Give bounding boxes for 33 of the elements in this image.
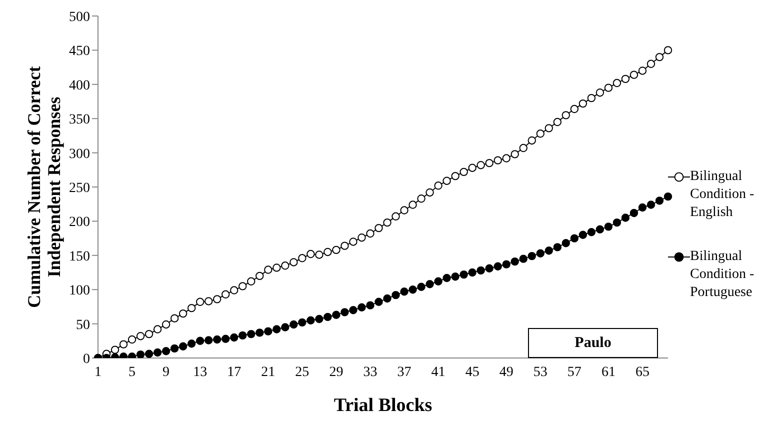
x-tick-label: 65 — [635, 364, 650, 380]
x-axis-title: Trial Blocks — [334, 395, 432, 416]
legend-label: Bilingual Condition - English — [690, 168, 756, 222]
x-tick-label: 41 — [431, 364, 446, 380]
x-tick-label: 21 — [261, 364, 276, 380]
y-axis-title: Cumulative Number of Correct Independent Responses — [24, 66, 64, 308]
y-tick-label: 500 — [69, 10, 90, 25]
x-tick-label: 49 — [499, 364, 514, 380]
y-tick-label: 350 — [69, 112, 90, 128]
y-tick-label: 400 — [69, 78, 90, 94]
y-tick-label: 250 — [69, 180, 90, 196]
x-tick-label: 5 — [128, 364, 136, 380]
y-tick-label: 450 — [69, 44, 90, 60]
y-tick-label: 150 — [69, 249, 90, 264]
x-tick-label: 25 — [295, 364, 310, 380]
y-tick-label: 0 — [83, 352, 90, 367]
x-tick-label: 61 — [601, 364, 616, 380]
x-tick-label: 29 — [329, 364, 344, 380]
x-tick-label: 57 — [567, 364, 582, 380]
x-tick-label: 17 — [227, 364, 242, 380]
y-tick-label: 50 — [76, 318, 90, 333]
legend-label: Bilingual Condition - Portuguese — [690, 248, 756, 302]
x-tick-label: 45 — [465, 364, 480, 380]
y-tick-label: 300 — [69, 146, 90, 162]
x-tick-label: 13 — [193, 364, 208, 380]
y-tick-label: 200 — [69, 215, 90, 230]
x-tick-label: 37 — [397, 364, 412, 380]
text-box: Paulo — [528, 328, 658, 358]
x-tick-label: 33 — [363, 364, 378, 380]
x-tick-label: 9 — [162, 364, 170, 380]
y-tick-label: 100 — [69, 284, 90, 299]
x-tick-label: 53 — [533, 364, 548, 380]
x-tick-label: 1 — [94, 364, 102, 380]
